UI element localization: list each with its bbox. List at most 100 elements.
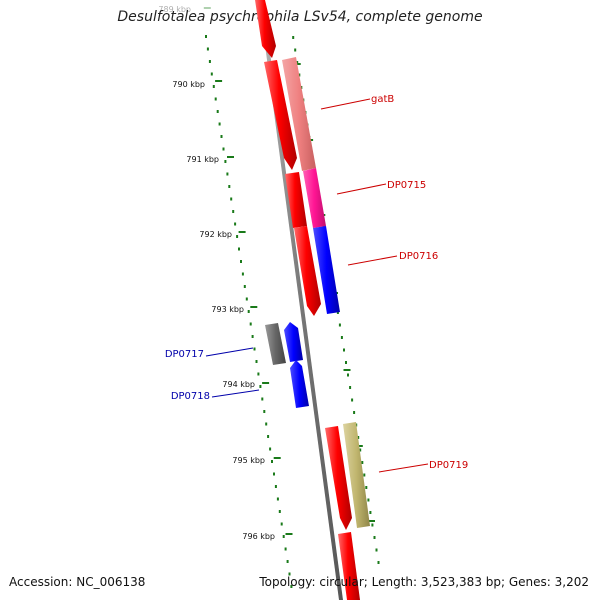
tick-dot xyxy=(290,585,293,588)
tick-dot xyxy=(286,560,289,563)
gene-forward-2 xyxy=(264,60,297,170)
gene-gatB xyxy=(282,57,316,171)
tick-dot xyxy=(220,135,223,138)
major-tick xyxy=(227,156,234,158)
outer-dot xyxy=(292,36,295,39)
gene-DP0718-a xyxy=(284,322,303,362)
gene-forward-5 xyxy=(325,426,352,530)
tick-dot xyxy=(218,122,221,126)
major-tick xyxy=(273,457,281,459)
tick-dot xyxy=(208,60,211,63)
outer-dot xyxy=(347,373,349,377)
tick-dot xyxy=(206,47,209,51)
tick-dot xyxy=(212,85,215,88)
tick-label-795: 795 kbp xyxy=(232,456,265,465)
tick-dot xyxy=(276,497,279,501)
outer-dot xyxy=(351,398,354,402)
callout-DP0717 xyxy=(205,347,254,357)
tick-dot xyxy=(274,485,277,488)
outer-dot xyxy=(361,461,364,464)
tick-label-789: 789 kbp xyxy=(158,5,191,14)
major-tick xyxy=(203,7,211,9)
tick-dot xyxy=(257,372,260,376)
major-tick xyxy=(238,231,246,233)
gene-label-DP0717[interactable]: DP0717 xyxy=(165,349,204,360)
gene-label-DP0718[interactable]: DP0718 xyxy=(171,391,210,402)
map-title: Desulfotalea psychrophila LSv54, complet… xyxy=(117,9,483,25)
tick-dot xyxy=(216,110,219,113)
outer-dot xyxy=(375,548,378,552)
outer-dot xyxy=(338,323,341,327)
tick-label-793: 793 kbp xyxy=(211,305,244,314)
gene-label-DP0715[interactable]: DP0715 xyxy=(387,180,426,191)
tick-dot xyxy=(267,435,270,438)
gene-label-gatB[interactable]: gatB xyxy=(371,94,394,105)
accession-text: Accession: NC_006138 xyxy=(9,575,146,589)
outer-dot xyxy=(363,473,366,477)
tick-track xyxy=(203,7,293,588)
tick-dot xyxy=(278,510,281,513)
gene-forward-4 xyxy=(294,226,321,316)
gene-forward-6 xyxy=(338,532,360,600)
outer-dot xyxy=(298,73,301,77)
callout-gatB xyxy=(320,98,371,110)
major-tick xyxy=(215,80,223,82)
tick-dot xyxy=(243,285,246,288)
gene-DP0719 xyxy=(343,422,370,528)
tick-dot xyxy=(232,210,235,213)
tick-dot xyxy=(282,535,285,538)
gene-forward-1 xyxy=(255,0,276,58)
callout-DP0716 xyxy=(347,255,398,266)
tick-dot xyxy=(210,72,213,76)
tick-label-791: 791 kbp xyxy=(186,155,219,164)
gene-DP0716 xyxy=(313,226,340,314)
tick-dot xyxy=(236,235,239,238)
tick-dot xyxy=(288,572,291,576)
tick-dot xyxy=(241,272,244,276)
outer-dot xyxy=(373,536,376,539)
genome-backbone xyxy=(259,0,343,600)
outer-dot xyxy=(367,498,370,502)
outer-dot xyxy=(340,336,343,339)
gene-label-DP0719[interactable]: DP0719 xyxy=(429,460,468,471)
gene-DP0715 xyxy=(303,168,326,228)
major-tick xyxy=(262,382,270,384)
outer-dot xyxy=(345,361,347,364)
tick-dot xyxy=(271,460,273,463)
genome-summary-text: Topology: circular; Length: 3,523,383 bp… xyxy=(259,575,589,589)
tick-dot xyxy=(214,97,217,101)
tick-label-790: 790 kbp xyxy=(172,80,205,89)
tick-label-794: 794 kbp xyxy=(222,380,255,389)
tick-label-796: 796 kbp xyxy=(242,532,275,541)
tick-dot xyxy=(273,472,275,476)
callout-DP0718 xyxy=(211,389,260,398)
tick-dot xyxy=(230,197,233,201)
tick-dot xyxy=(205,35,207,38)
tick-dot xyxy=(263,410,266,413)
outer-dot xyxy=(294,48,297,52)
tick-dot xyxy=(251,335,254,338)
tick-dot xyxy=(247,310,250,313)
tick-dot xyxy=(238,247,240,251)
tick-dot xyxy=(269,447,272,451)
tick-dot xyxy=(226,172,229,176)
tick-dot xyxy=(284,547,287,551)
outer-dot xyxy=(353,411,356,414)
major-tick xyxy=(250,306,258,308)
outer-dot xyxy=(357,436,360,439)
gene-label-DP0716[interactable]: DP0716 xyxy=(399,251,438,262)
outer-dot xyxy=(359,448,362,452)
outer-dot xyxy=(349,386,352,389)
outer-dot xyxy=(369,511,372,514)
callout-DP0719 xyxy=(378,463,429,473)
tick-dot xyxy=(249,322,252,326)
tick-dot xyxy=(245,297,248,301)
tick-dot xyxy=(222,147,225,151)
outer-dot xyxy=(296,61,299,64)
outer-major-tick xyxy=(355,445,363,447)
tick-dot xyxy=(224,160,227,163)
tick-dot xyxy=(234,222,237,226)
outer-dot xyxy=(336,311,339,314)
gene-forward-3 xyxy=(285,172,307,228)
